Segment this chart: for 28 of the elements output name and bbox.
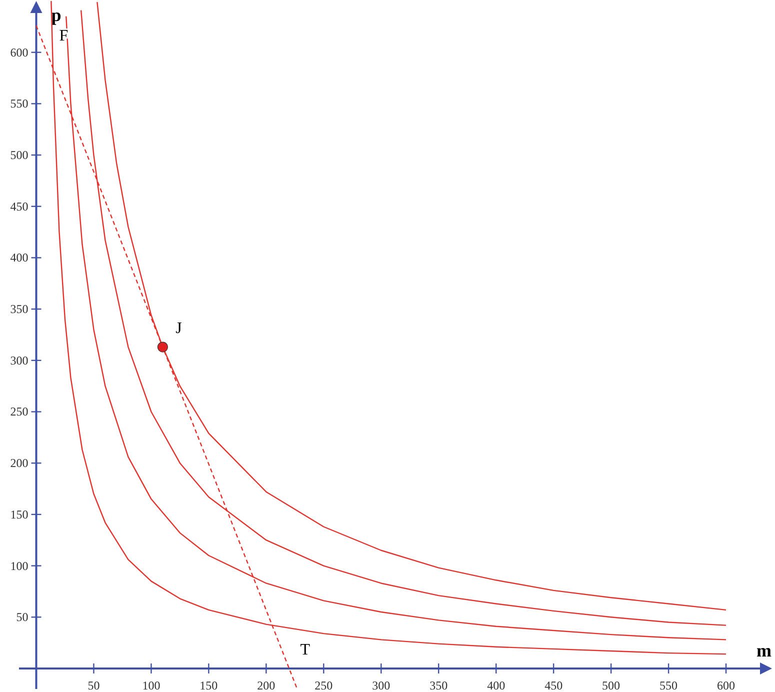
y-tick-label: 600 xyxy=(10,45,28,60)
x-tick-label: 250 xyxy=(314,678,333,692)
x-tick-label: 300 xyxy=(372,678,390,692)
x-tick-label: 350 xyxy=(430,678,448,692)
y-tick-label: 150 xyxy=(10,507,28,522)
y-tick-label: 300 xyxy=(10,353,28,368)
x-tick-label: 50 xyxy=(88,678,100,692)
y-tick-label: 400 xyxy=(10,250,28,265)
x-axis-title: m xyxy=(756,640,772,660)
y-tick-label: 100 xyxy=(10,558,28,573)
y-tick-label: 200 xyxy=(10,456,28,470)
x-tick-label: 200 xyxy=(257,678,276,692)
y-tick-label: 550 xyxy=(10,96,28,111)
annotation: J xyxy=(176,320,182,338)
y-tick-label: 50 xyxy=(16,610,28,624)
y-tick-label: 350 xyxy=(10,302,28,316)
x-tick-label: 100 xyxy=(142,678,160,692)
y-tick-label: 450 xyxy=(10,199,28,214)
annotation: T xyxy=(300,641,310,658)
y-tick-label: 500 xyxy=(10,148,28,162)
x-tick-label: 400 xyxy=(487,678,506,692)
x-tick-label: 150 xyxy=(200,678,218,692)
x-tick-label: 450 xyxy=(544,678,563,692)
x-tick-label: 500 xyxy=(602,678,620,692)
y-axis-title: p xyxy=(51,5,62,25)
x-tick-label: 600 xyxy=(717,678,736,692)
x-tick-label: 550 xyxy=(660,678,678,692)
y-tick-label: 250 xyxy=(10,404,28,419)
